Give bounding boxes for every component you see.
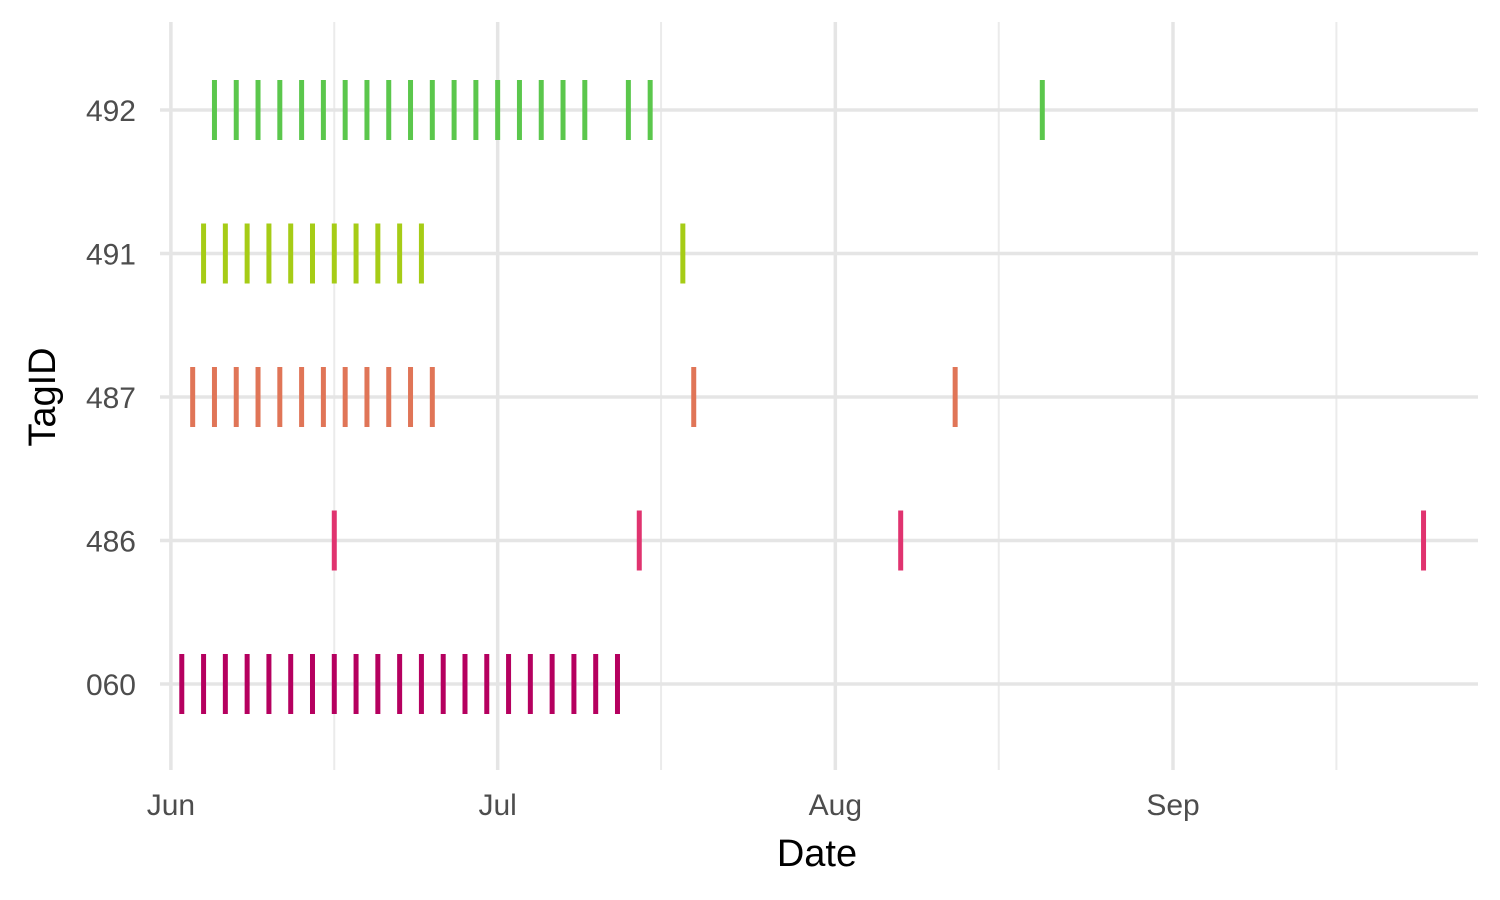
x-tick-label: Aug	[809, 789, 862, 822]
y-axis-title: TagID	[22, 347, 64, 446]
y-tick-labels: 060 486 487 491 492	[86, 95, 136, 702]
x-tick-labels: Jun Jul Aug Sep	[147, 789, 1200, 822]
y-tick-label: 060	[86, 669, 136, 702]
x-axis-title: Date	[777, 833, 857, 875]
y-tick-label: 487	[86, 382, 136, 415]
x-tick-label: Jun	[147, 789, 195, 822]
y-tick-label: 492	[86, 95, 136, 128]
y-tick-label: 491	[86, 239, 136, 272]
x-tick-label: Jul	[478, 789, 516, 822]
x-tick-label: Sep	[1146, 789, 1199, 822]
detection-marks	[179, 80, 1427, 714]
y-tick-label: 486	[86, 526, 136, 559]
